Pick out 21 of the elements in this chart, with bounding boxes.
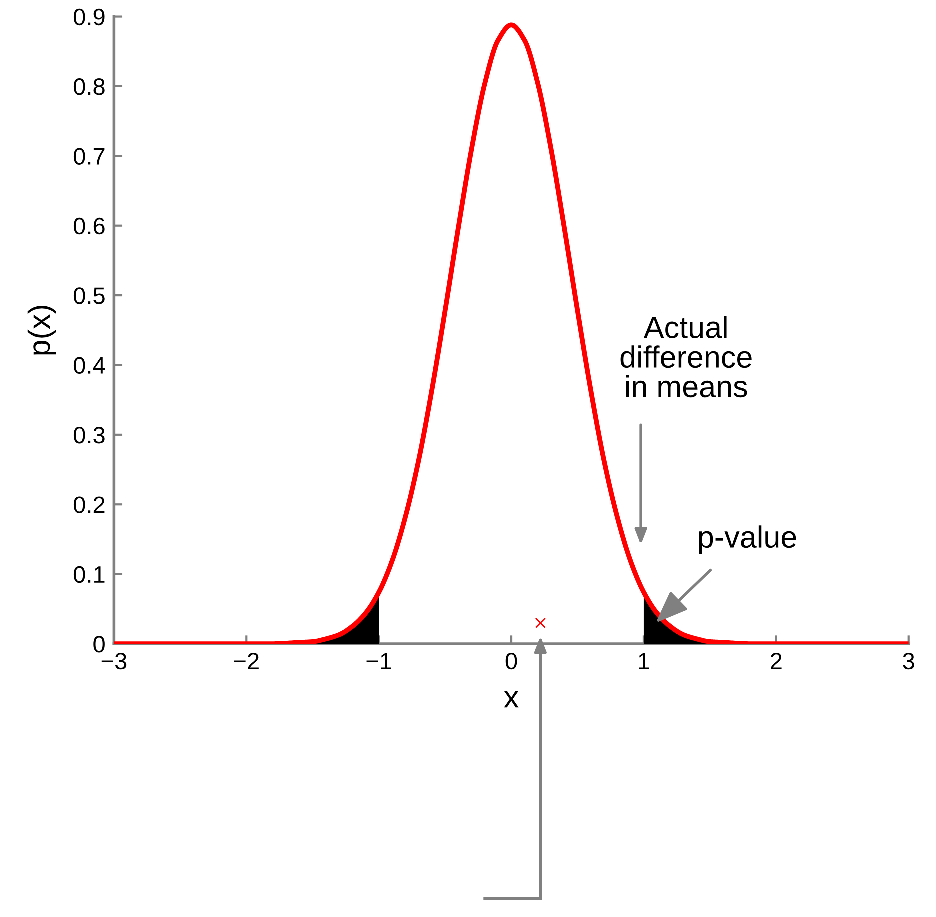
- x-tick-label: 0: [506, 652, 518, 670]
- y-tick-label: 0.2: [74, 496, 105, 514]
- y-tick-label: 0.5: [74, 288, 105, 304]
- x-tick-label: 2: [771, 652, 782, 670]
- y-tick-label: 0.6: [74, 218, 105, 235]
- y-tick-label: 0.4: [74, 357, 106, 374]
- annotation: Actual difference in means: [620, 316, 752, 398]
- y-axis-title: p(x): [28, 306, 56, 355]
- x-tick-label: −3: [102, 652, 127, 670]
- annotation: p-value: [699, 526, 796, 554]
- y-tick-label: 0.9: [74, 8, 105, 26]
- x-axis-title: x: [504, 691, 519, 708]
- y-tick-label: 0.3: [74, 427, 105, 444]
- y-tick-label: 0.1: [74, 566, 105, 584]
- y-tick-label: 0.8: [74, 78, 105, 96]
- y-tick-label: 0: [94, 636, 105, 653]
- y-tick-label: 0.7: [74, 148, 105, 165]
- x-tick-label: 1: [639, 653, 650, 670]
- x-tick-label: −1: [366, 653, 392, 670]
- x-tick-label: −2: [234, 652, 259, 670]
- x-tick-label: 3: [903, 652, 914, 670]
